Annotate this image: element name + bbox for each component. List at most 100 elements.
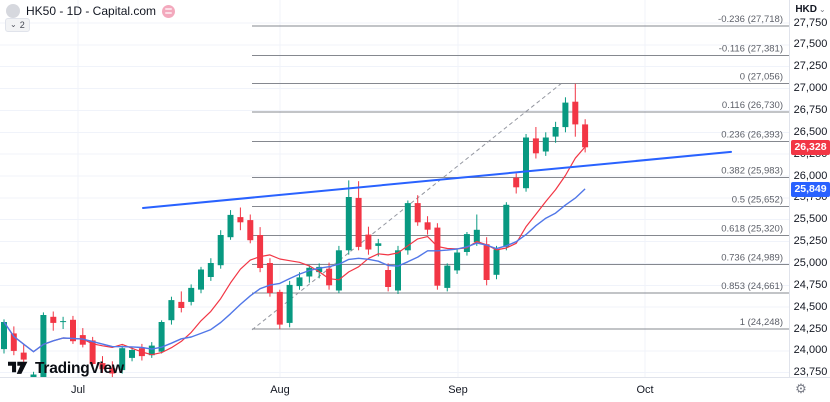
time-axis[interactable]: Jul Aug Sep Oct xyxy=(0,377,830,402)
candle xyxy=(247,214,254,244)
currency-selector[interactable]: HKD ⌄ xyxy=(790,0,830,18)
trendline-segment[interactable] xyxy=(142,150,732,209)
price-tick-label: 25,500 xyxy=(793,213,828,226)
time-axis-label: Jul xyxy=(70,384,86,396)
price-tick-label: 27,250 xyxy=(793,60,828,73)
candle xyxy=(198,266,204,294)
candles-series xyxy=(1,83,589,377)
candle xyxy=(335,245,342,294)
slow-ma-line[interactable] xyxy=(3,188,586,353)
candle xyxy=(50,311,57,331)
ma-value-badge: 25,849 xyxy=(791,181,830,197)
candle xyxy=(395,245,401,294)
candle xyxy=(79,328,86,348)
price-tick-label: 27,000 xyxy=(793,82,828,95)
candle xyxy=(109,361,116,377)
candle xyxy=(148,342,155,358)
candle xyxy=(473,214,480,246)
candle xyxy=(227,210,234,240)
fib-level-label: 0.736 (24,989) xyxy=(721,252,783,263)
candle xyxy=(70,315,76,344)
price-tick-label: 24,250 xyxy=(793,322,828,335)
candle xyxy=(503,202,510,251)
candle xyxy=(237,207,244,231)
fib-level-label: 0.5 (25,652) xyxy=(732,194,783,205)
symbol-header: HK50 - 1D - Capital.com xyxy=(6,4,176,18)
candle xyxy=(463,232,470,256)
candle xyxy=(404,200,411,255)
candle xyxy=(434,223,441,290)
candle xyxy=(513,173,520,194)
chevron-down-icon: ⌄ xyxy=(10,20,17,29)
tradingview-logo-icon xyxy=(8,361,28,374)
candle xyxy=(582,119,589,153)
candle xyxy=(178,291,185,313)
fib-level-label: -0.236 (27,718) xyxy=(718,14,783,25)
candle xyxy=(385,263,392,292)
time-axis-label: Sep xyxy=(448,384,468,396)
candle xyxy=(207,258,214,281)
moving-average-lines[interactable] xyxy=(3,146,586,356)
candle xyxy=(276,289,283,330)
price-tick-label: 26,000 xyxy=(793,169,828,182)
symbol-title-button[interactable]: HK50 - 1D - Capital.com xyxy=(26,4,157,18)
price-tick-label: 27,500 xyxy=(793,38,828,51)
price-tick-label: 25,000 xyxy=(793,256,828,269)
candle xyxy=(99,356,106,373)
time-axis-label: Aug xyxy=(270,384,290,396)
candle xyxy=(188,284,195,306)
price-tick-label: 23,750 xyxy=(793,366,828,379)
fib-level-label: 0.116 (26,730) xyxy=(722,100,783,111)
price-tick-label: 26,750 xyxy=(793,103,828,116)
candle xyxy=(129,347,135,362)
tradingview-logo-text: TradingView xyxy=(35,360,124,377)
fib-level-label: 0.236 (26,393) xyxy=(721,130,783,141)
candle xyxy=(306,265,313,283)
candle xyxy=(168,296,175,325)
currency-label: HKD xyxy=(795,3,817,15)
price-tick-label: 24,500 xyxy=(793,300,828,313)
price-tick-label: 24,000 xyxy=(793,344,828,357)
chart-plot-area[interactable]: -0.236 (27,718) -0.116 (27,381) 0 (27,056)… xyxy=(0,0,789,377)
blue-trendline[interactable] xyxy=(142,150,732,209)
fib-retracement-lines[interactable] xyxy=(252,25,789,330)
candle xyxy=(355,181,362,251)
fib-level-label: 0 (27,056) xyxy=(740,72,783,83)
price-tick-label: 26,500 xyxy=(793,125,828,138)
indicators-count: 2 xyxy=(19,20,25,30)
indicators-collapse-button[interactable]: ⌄ 2 xyxy=(5,18,30,32)
price-tick-label: 25,250 xyxy=(793,235,828,248)
candle xyxy=(345,180,352,255)
candle xyxy=(316,263,323,279)
candle xyxy=(30,371,37,377)
fib-level-label: 0.853 (24,661) xyxy=(721,281,783,292)
price-tick-label: 27,750 xyxy=(793,16,828,29)
fib-level-label: 0.382 (25,983) xyxy=(721,166,783,177)
candle xyxy=(119,345,126,374)
candle xyxy=(562,97,569,133)
candle xyxy=(10,326,17,356)
fib-level-labels: -0.236 (27,718) -0.116 (27,381) 0 (27,056)… xyxy=(718,14,783,328)
chevron-down-icon: ⌄ xyxy=(818,4,826,14)
candle xyxy=(296,272,303,290)
candle xyxy=(414,195,421,226)
last-price-badge: 26,328 xyxy=(791,139,830,155)
symbol-logo xyxy=(6,4,20,18)
candle xyxy=(523,134,529,192)
candle xyxy=(365,226,372,255)
candle xyxy=(266,258,273,297)
candle xyxy=(217,230,224,269)
candlestick-chart[interactable]: -0.236 (27,718) -0.116 (27,381) 0 (27,056)… xyxy=(0,0,789,377)
candle xyxy=(444,263,451,292)
tradingview-logo[interactable]: TradingView xyxy=(8,360,124,378)
candle xyxy=(40,312,47,377)
market-status-icon[interactable] xyxy=(162,4,176,18)
candle xyxy=(257,227,264,273)
candle xyxy=(572,83,579,137)
time-axis-label: Oct xyxy=(636,384,654,396)
candle xyxy=(493,245,500,280)
settings-gear-icon[interactable]: ⚙ xyxy=(795,381,807,396)
price-axis[interactable]: HKD ⌄ 27,750 27,500 27,250 27,000 26,750 26,5… xyxy=(789,0,830,379)
fib-level-label: -0.116 (27,381) xyxy=(719,43,783,54)
